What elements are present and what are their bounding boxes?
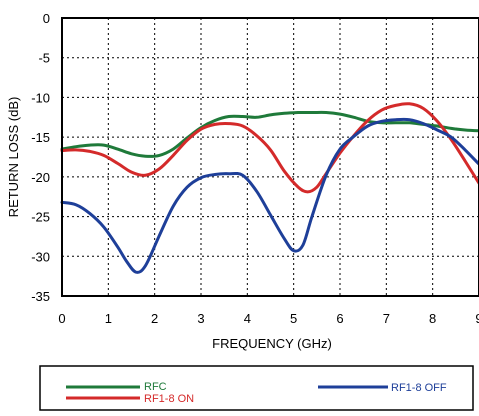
x-tick-label: 9	[475, 311, 479, 326]
y-tick-label: -5	[38, 51, 50, 66]
legend-label-rfc: RFC	[144, 381, 167, 393]
x-tick-label: 2	[151, 311, 158, 326]
y-tick-label: 0	[43, 11, 50, 26]
x-tick-labels: 0 1 2 3 4 5 6 7 8 9	[58, 311, 479, 326]
y-tick-label: -35	[31, 289, 50, 304]
series-line-rf1-8-on	[60, 102, 479, 194]
y-axis-label: RETURN LOSS (dB)	[6, 97, 21, 218]
series-line-rf1-8-off	[60, 117, 479, 274]
x-tick-label: 0	[58, 311, 65, 326]
y-tick-label: -10	[31, 90, 50, 105]
x-tick-label: 3	[197, 311, 204, 326]
x-tick-label: 8	[429, 311, 436, 326]
y-tick-label: -15	[31, 130, 50, 145]
x-tick-label: 4	[244, 311, 251, 326]
y-tick-labels: 0 -5 -10 -15 -20 -25 -30 -35	[31, 11, 50, 304]
series-line-rfc	[60, 110, 479, 158]
legend: RFC RF1-8 ON RF1-8 OFF	[39, 365, 474, 411]
x-tick-label: 7	[383, 311, 390, 326]
y-tick-label: -25	[31, 210, 50, 225]
series-lines	[60, 102, 479, 274]
y-tick-label: -20	[31, 170, 50, 185]
x-tick-label: 1	[105, 311, 112, 326]
x-tick-label: 5	[290, 311, 297, 326]
plot-frame	[61, 17, 479, 297]
x-tick-label: 6	[336, 311, 343, 326]
x-axis-label: FREQUENCY (GHz)	[212, 336, 332, 351]
legend-label-rf1-8-off: RF1-8 OFF	[391, 382, 447, 394]
legend-label-rf1-8-on: RF1-8 ON	[144, 393, 194, 405]
y-tick-label: -30	[31, 249, 50, 264]
